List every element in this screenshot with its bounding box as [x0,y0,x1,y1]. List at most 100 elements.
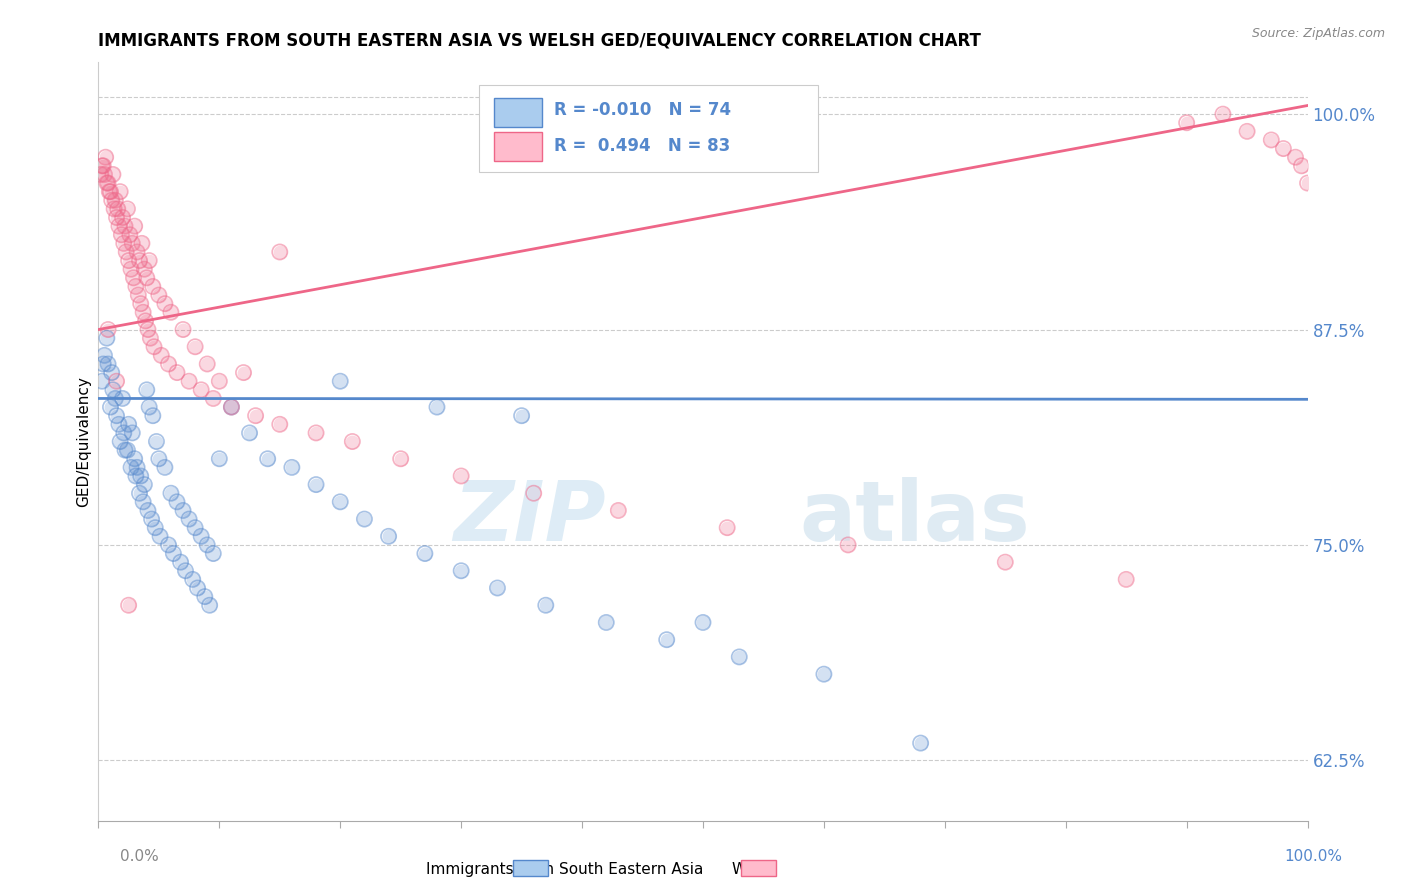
Point [91,374,114,388]
Point [129,296,152,310]
Point [184,340,207,354]
Point [450,469,472,483]
Point [190,529,212,543]
Text: Welsh: Welsh [731,863,776,877]
Point [377,529,399,543]
Point [111,211,134,225]
Point [1115,573,1137,587]
Point [117,443,139,458]
Point [994,555,1017,569]
Point [101,383,124,397]
Point [143,340,166,354]
Point [342,434,364,449]
Point [208,374,231,388]
Point [122,270,145,285]
Point [150,348,173,362]
Point [1272,142,1295,156]
Point [413,547,436,561]
Point [534,599,557,613]
Point [837,538,859,552]
Point [127,288,149,302]
Point [1115,573,1137,587]
Point [195,538,218,552]
Point [174,564,197,578]
Point [595,615,617,630]
Point [108,185,131,199]
Point [160,305,183,319]
Point [105,374,128,388]
Point [281,460,304,475]
Point [716,521,738,535]
Point [128,253,150,268]
Point [208,374,231,388]
Point [1291,159,1313,173]
Point [138,253,160,268]
Point [91,159,114,173]
Point [728,649,751,664]
Point [166,366,188,380]
Point [190,383,212,397]
Point [131,236,153,251]
Point [655,632,678,647]
Point [112,425,135,440]
Point [120,460,142,475]
Point [413,547,436,561]
Point [160,305,183,319]
Point [110,227,132,242]
Point [108,219,131,234]
Point [124,451,146,466]
Point [190,529,212,543]
Point [110,227,132,242]
Point [148,451,170,466]
Point [128,486,150,500]
Point [100,185,122,199]
Point [166,366,188,380]
Point [142,279,165,293]
Text: atlas: atlas [800,477,1031,558]
Point [269,417,291,432]
Point [105,211,128,225]
Point [450,564,472,578]
Point [221,400,243,414]
Text: 100.0%: 100.0% [1285,849,1343,863]
Point [121,425,143,440]
Point [179,374,201,388]
Point [108,185,131,199]
Point [129,296,152,310]
Point [166,495,188,509]
Point [486,581,509,595]
Point [389,451,412,466]
Point [232,366,254,380]
Point [142,279,165,293]
Point [184,521,207,535]
Point [101,383,124,397]
Point [104,194,127,208]
Point [202,547,225,561]
Point [118,227,141,242]
Point [98,185,121,199]
Point [245,409,267,423]
Point [125,279,148,293]
Point [450,469,472,483]
Point [132,305,155,319]
Point [194,590,217,604]
Point [143,521,166,535]
Point [100,366,122,380]
Point [910,736,932,750]
Point [198,599,221,613]
Point [162,547,184,561]
Point [221,400,243,414]
Point [187,581,209,595]
Point [910,736,932,750]
Point [208,451,231,466]
Point [118,227,141,242]
Point [124,219,146,234]
Point [134,262,156,277]
Point [160,486,183,500]
Point [117,202,139,216]
Point [1175,116,1198,130]
Point [1284,150,1306,164]
Point [134,262,156,277]
Point [103,202,125,216]
Point [138,400,160,414]
